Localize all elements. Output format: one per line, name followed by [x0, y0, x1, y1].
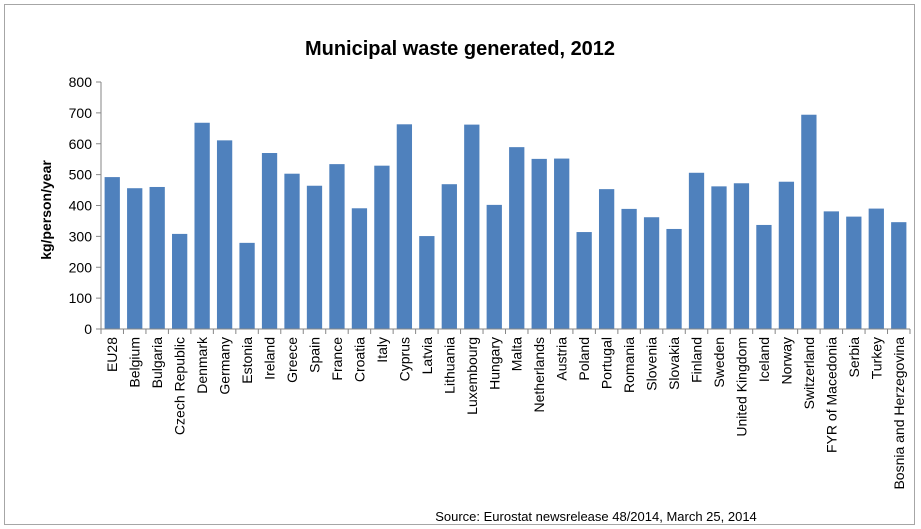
- x-category-label: Serbia: [846, 337, 862, 378]
- bar: [868, 208, 884, 329]
- bar: [329, 164, 345, 329]
- x-category-label: EU28: [104, 337, 120, 372]
- bar: [216, 140, 233, 329]
- x-category-label: France: [329, 337, 345, 381]
- bar: [239, 242, 255, 329]
- x-category-label: Sweden: [711, 337, 727, 388]
- bar: [643, 217, 660, 329]
- chart-frame: Municipal waste generated, 2012 kg/perso…: [4, 4, 915, 525]
- x-category-label: Norway: [778, 337, 794, 384]
- bar: [733, 183, 750, 329]
- y-tick-label: 0: [84, 321, 92, 337]
- x-category-label: Poland: [576, 337, 592, 381]
- x-category-label: Portugal: [599, 337, 615, 389]
- x-category-label: Belgium: [127, 337, 143, 388]
- bar: [711, 186, 727, 329]
- y-tick-label: 300: [69, 228, 93, 244]
- bar: [284, 173, 300, 329]
- x-category-label: Switzerland: [801, 337, 817, 409]
- x-category-label: Italy: [374, 337, 390, 363]
- source-note: Source: Eurostat newsrelease 48/2014, Ma…: [435, 509, 757, 524]
- bar: [576, 232, 592, 329]
- y-axis-label: kg/person/year: [38, 160, 54, 260]
- x-category-label: Bosnia and Herzegovina: [891, 337, 907, 490]
- bar: [621, 208, 637, 329]
- x-category-label: Czech Republic: [172, 337, 188, 435]
- x-category-label: Slovenia: [644, 337, 660, 391]
- x-category-label: Hungary: [486, 337, 502, 390]
- y-tick-label: 400: [69, 198, 93, 214]
- bar: [891, 222, 907, 329]
- x-category-label: Spain: [306, 337, 322, 373]
- x-category-label: Lithuania: [441, 337, 457, 394]
- bar: [419, 236, 435, 329]
- x-category-label: Germany: [217, 337, 233, 395]
- bars: [104, 114, 907, 329]
- x-category-label: Netherlands: [531, 337, 547, 413]
- x-category-label: United Kingdom: [733, 337, 749, 437]
- bar: [149, 186, 165, 329]
- bar: [801, 114, 817, 329]
- bar: [778, 181, 795, 329]
- y-tick-label: 600: [69, 136, 93, 152]
- x-axis-categories: EU28 Belgium Bulgaria Czech Republic Denmark…: [104, 336, 907, 490]
- x-category-label: Ireland: [262, 337, 278, 380]
- x-category-label: Estonia: [239, 337, 255, 384]
- y-tick-label: 200: [69, 259, 93, 275]
- bar: [396, 124, 413, 329]
- x-category-label: Denmark: [194, 336, 210, 394]
- chart-title: Municipal waste generated, 2012: [305, 38, 615, 60]
- y-tick-label: 100: [69, 290, 93, 306]
- bar: [374, 165, 390, 329]
- bar: [509, 147, 525, 329]
- bar: [441, 184, 457, 329]
- x-category-label: Croatia: [351, 337, 367, 382]
- x-category-label: FYR of Macedonia: [823, 337, 839, 453]
- x-category-label: Romania: [621, 337, 637, 393]
- x-category-label: Latvia: [419, 337, 435, 375]
- bar: [756, 224, 772, 329]
- bar: [104, 177, 120, 329]
- bar: [351, 208, 368, 329]
- axis-lines: [100, 82, 911, 334]
- bar: [261, 153, 278, 329]
- x-category-label: Luxembourg: [464, 337, 480, 415]
- y-tick-label: 800: [69, 74, 93, 90]
- bar: [306, 185, 323, 329]
- bar: [172, 233, 188, 329]
- bar: [486, 204, 502, 329]
- bar: [531, 158, 547, 329]
- bar: [194, 122, 210, 329]
- x-category-label: Slovakia: [666, 337, 682, 390]
- bar: [464, 124, 480, 329]
- y-tick-label: 700: [69, 105, 93, 121]
- bar-chart: Municipal waste generated, 2012 kg/perso…: [38, 38, 911, 524]
- bar: [554, 158, 570, 329]
- x-category-label: Turkey: [868, 337, 884, 379]
- x-category-label: Iceland: [756, 337, 772, 382]
- x-category-label: Greece: [284, 337, 300, 383]
- x-category-label: Austria: [554, 337, 570, 381]
- x-category-label: Malta: [509, 337, 525, 371]
- bar: [688, 172, 705, 329]
- y-tick-label: 500: [69, 167, 93, 183]
- x-category-label: Cyprus: [396, 337, 412, 381]
- y-axis: 0 100 200 300 400 500 600 700 800: [69, 74, 101, 337]
- x-category-label: Bulgaria: [149, 337, 165, 389]
- bar: [598, 189, 615, 329]
- bar: [846, 216, 862, 329]
- x-category-label: Finland: [689, 337, 705, 383]
- bar: [666, 228, 682, 329]
- bar: [127, 188, 143, 329]
- bar: [823, 211, 839, 329]
